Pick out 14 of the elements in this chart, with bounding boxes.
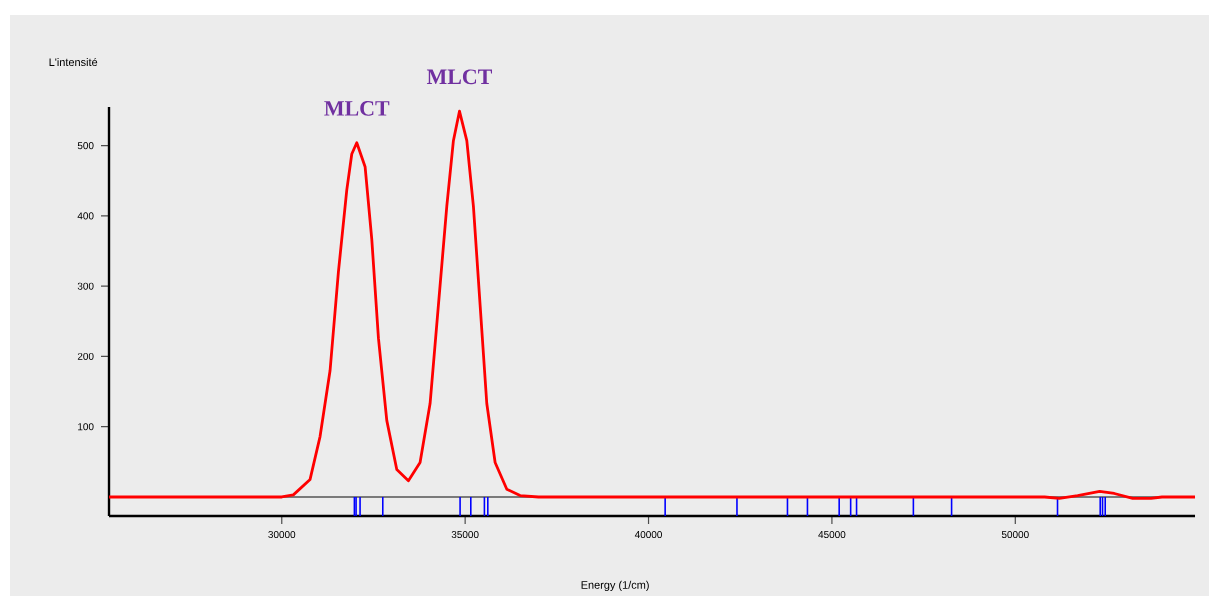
annotation: MLCT <box>324 101 390 116</box>
x-tick-label: 40000 <box>634 531 662 539</box>
annotation: MLCT <box>426 69 492 85</box>
y-tick-label: 300 <box>77 282 94 290</box>
x-tick-label: 35000 <box>451 531 479 539</box>
x-tick-label: 30000 <box>268 531 296 539</box>
x-tick-label: 45000 <box>818 531 846 539</box>
y-tick-label: 100 <box>78 423 94 431</box>
y-tick-label: 200 <box>77 353 94 361</box>
x-tick-label: 50000 <box>1001 531 1029 539</box>
y-tick-label: 400 <box>77 212 94 220</box>
x-axis-title: Energy (1/cm) <box>581 580 649 592</box>
y-axis-title: L'intensité <box>49 58 98 67</box>
y-tick-label: 500 <box>77 142 94 150</box>
